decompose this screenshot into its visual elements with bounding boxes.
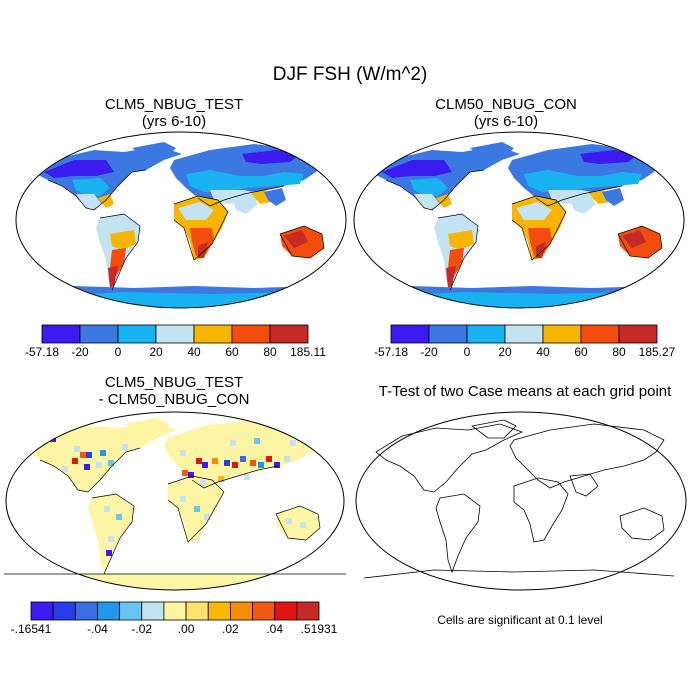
- colorbar-test-label: 20: [149, 345, 163, 359]
- panel-con-title-line1: CLM50_NBUG_CON: [435, 96, 577, 113]
- colorbar-swatch: [41, 324, 81, 344]
- map-con-coastlines: [385, 169, 663, 291]
- map-test-coastlines: [47, 169, 325, 291]
- colorbar-diff-label: -.04: [87, 622, 108, 636]
- colorbar-swatch: [207, 601, 231, 621]
- colorbar-swatch: [97, 601, 121, 621]
- panel-con-title: CLM50_NBUG_CON (yrs 6-10): [366, 96, 646, 130]
- colorbar-test-label: 60: [225, 345, 239, 359]
- colorbar-swatch: [504, 324, 544, 344]
- significance-note: Cells are significant at 0.1 level: [437, 613, 603, 627]
- colorbar-test-label: 80: [263, 345, 277, 359]
- colorbar-swatch: [580, 324, 620, 344]
- map-ttest: [355, 411, 687, 591]
- colorbar-diff-label: -.02: [131, 622, 153, 636]
- map-diff-fill: [6, 418, 344, 590]
- colorbar-con-label: 0: [463, 345, 471, 359]
- colorbar-swatch: [141, 601, 165, 621]
- colorbar-swatch: [269, 324, 309, 344]
- map-diff: [4, 411, 346, 591]
- colorbar-swatch: [155, 324, 195, 344]
- colorbar-swatch: [466, 324, 506, 344]
- figure-title: DJF FSH (W/m^2): [272, 64, 428, 85]
- panel-ttest-title: T-Test of two Case means at each grid po…: [378, 383, 672, 400]
- map-con-border: [353, 131, 685, 309]
- map-ttest-border: [355, 411, 687, 591]
- panel-diff-title-line1: CLM5_NBUG_TEST: [104, 374, 244, 391]
- colorbar-diff: [30, 601, 320, 621]
- colorbar-diff-label: .51931: [300, 622, 338, 636]
- colorbar-swatch: [229, 601, 253, 621]
- colorbar-swatch: [163, 601, 187, 621]
- colorbar-swatch: [618, 324, 658, 344]
- colorbar-con-label: 80: [612, 345, 626, 359]
- colorbar-diff-label: .00: [177, 622, 195, 636]
- colorbar-swatch: [390, 324, 430, 344]
- colorbar-swatch: [193, 324, 233, 344]
- colorbar-swatch: [274, 601, 298, 621]
- map-test: [15, 131, 347, 309]
- colorbar-swatch: [542, 324, 582, 344]
- map-diff-border: [5, 411, 345, 591]
- colorbar-con-label: -20: [420, 345, 438, 359]
- colorbar-con: [390, 324, 658, 344]
- colorbar-test: [41, 324, 309, 344]
- colorbar-swatch: [185, 601, 209, 621]
- colorbar-con-label: 185.27: [638, 345, 676, 359]
- panel-con-title-line2: (yrs 6-10): [473, 113, 539, 130]
- colorbar-swatch: [52, 601, 76, 621]
- colorbar-test-label: -57.18: [24, 345, 60, 359]
- panel-test-title: CLM5_NBUG_TEST (yrs 6-10): [34, 96, 314, 130]
- colorbar-swatch: [428, 324, 468, 344]
- panel-diff-title: CLM5_NBUG_TEST - CLM50_NBUG_CON: [34, 374, 314, 408]
- map-ttest-coastlines: [363, 419, 675, 579]
- panel-test-title-line2: (yrs 6-10): [141, 113, 207, 130]
- colorbar-test-label: 40: [187, 345, 201, 359]
- colorbar-test-label: -20: [71, 345, 89, 359]
- map-test-border: [15, 131, 347, 309]
- map-diff-coastlines: [4, 447, 346, 575]
- colorbar-swatch: [79, 324, 119, 344]
- colorbar-swatch: [252, 601, 276, 621]
- colorbar-con-label: -57.18: [373, 345, 409, 359]
- colorbar-diff-label: .04: [266, 622, 284, 636]
- colorbar-con-label: 40: [536, 345, 550, 359]
- colorbar-test-label: 185.11: [290, 345, 326, 359]
- colorbar-con-label: 60: [574, 345, 588, 359]
- colorbar-swatch: [74, 601, 98, 621]
- panel-test-title-line1: CLM5_NBUG_TEST: [104, 96, 244, 113]
- panel-diff-title-line2: - CLM50_NBUG_CON: [98, 391, 250, 408]
- colorbar-swatch: [296, 601, 320, 621]
- colorbar-diff-label: -.16541: [10, 622, 52, 636]
- map-test-fill: [16, 142, 346, 308]
- colorbar-swatch: [30, 601, 54, 621]
- colorbar-swatch: [119, 601, 143, 621]
- map-con: [353, 131, 685, 309]
- colorbar-diff-label: .02: [222, 622, 239, 636]
- colorbar-test-label: 0: [114, 345, 122, 359]
- colorbar-swatch: [117, 324, 157, 344]
- colorbar-swatch: [231, 324, 271, 344]
- colorbar-con-label: 20: [498, 345, 512, 359]
